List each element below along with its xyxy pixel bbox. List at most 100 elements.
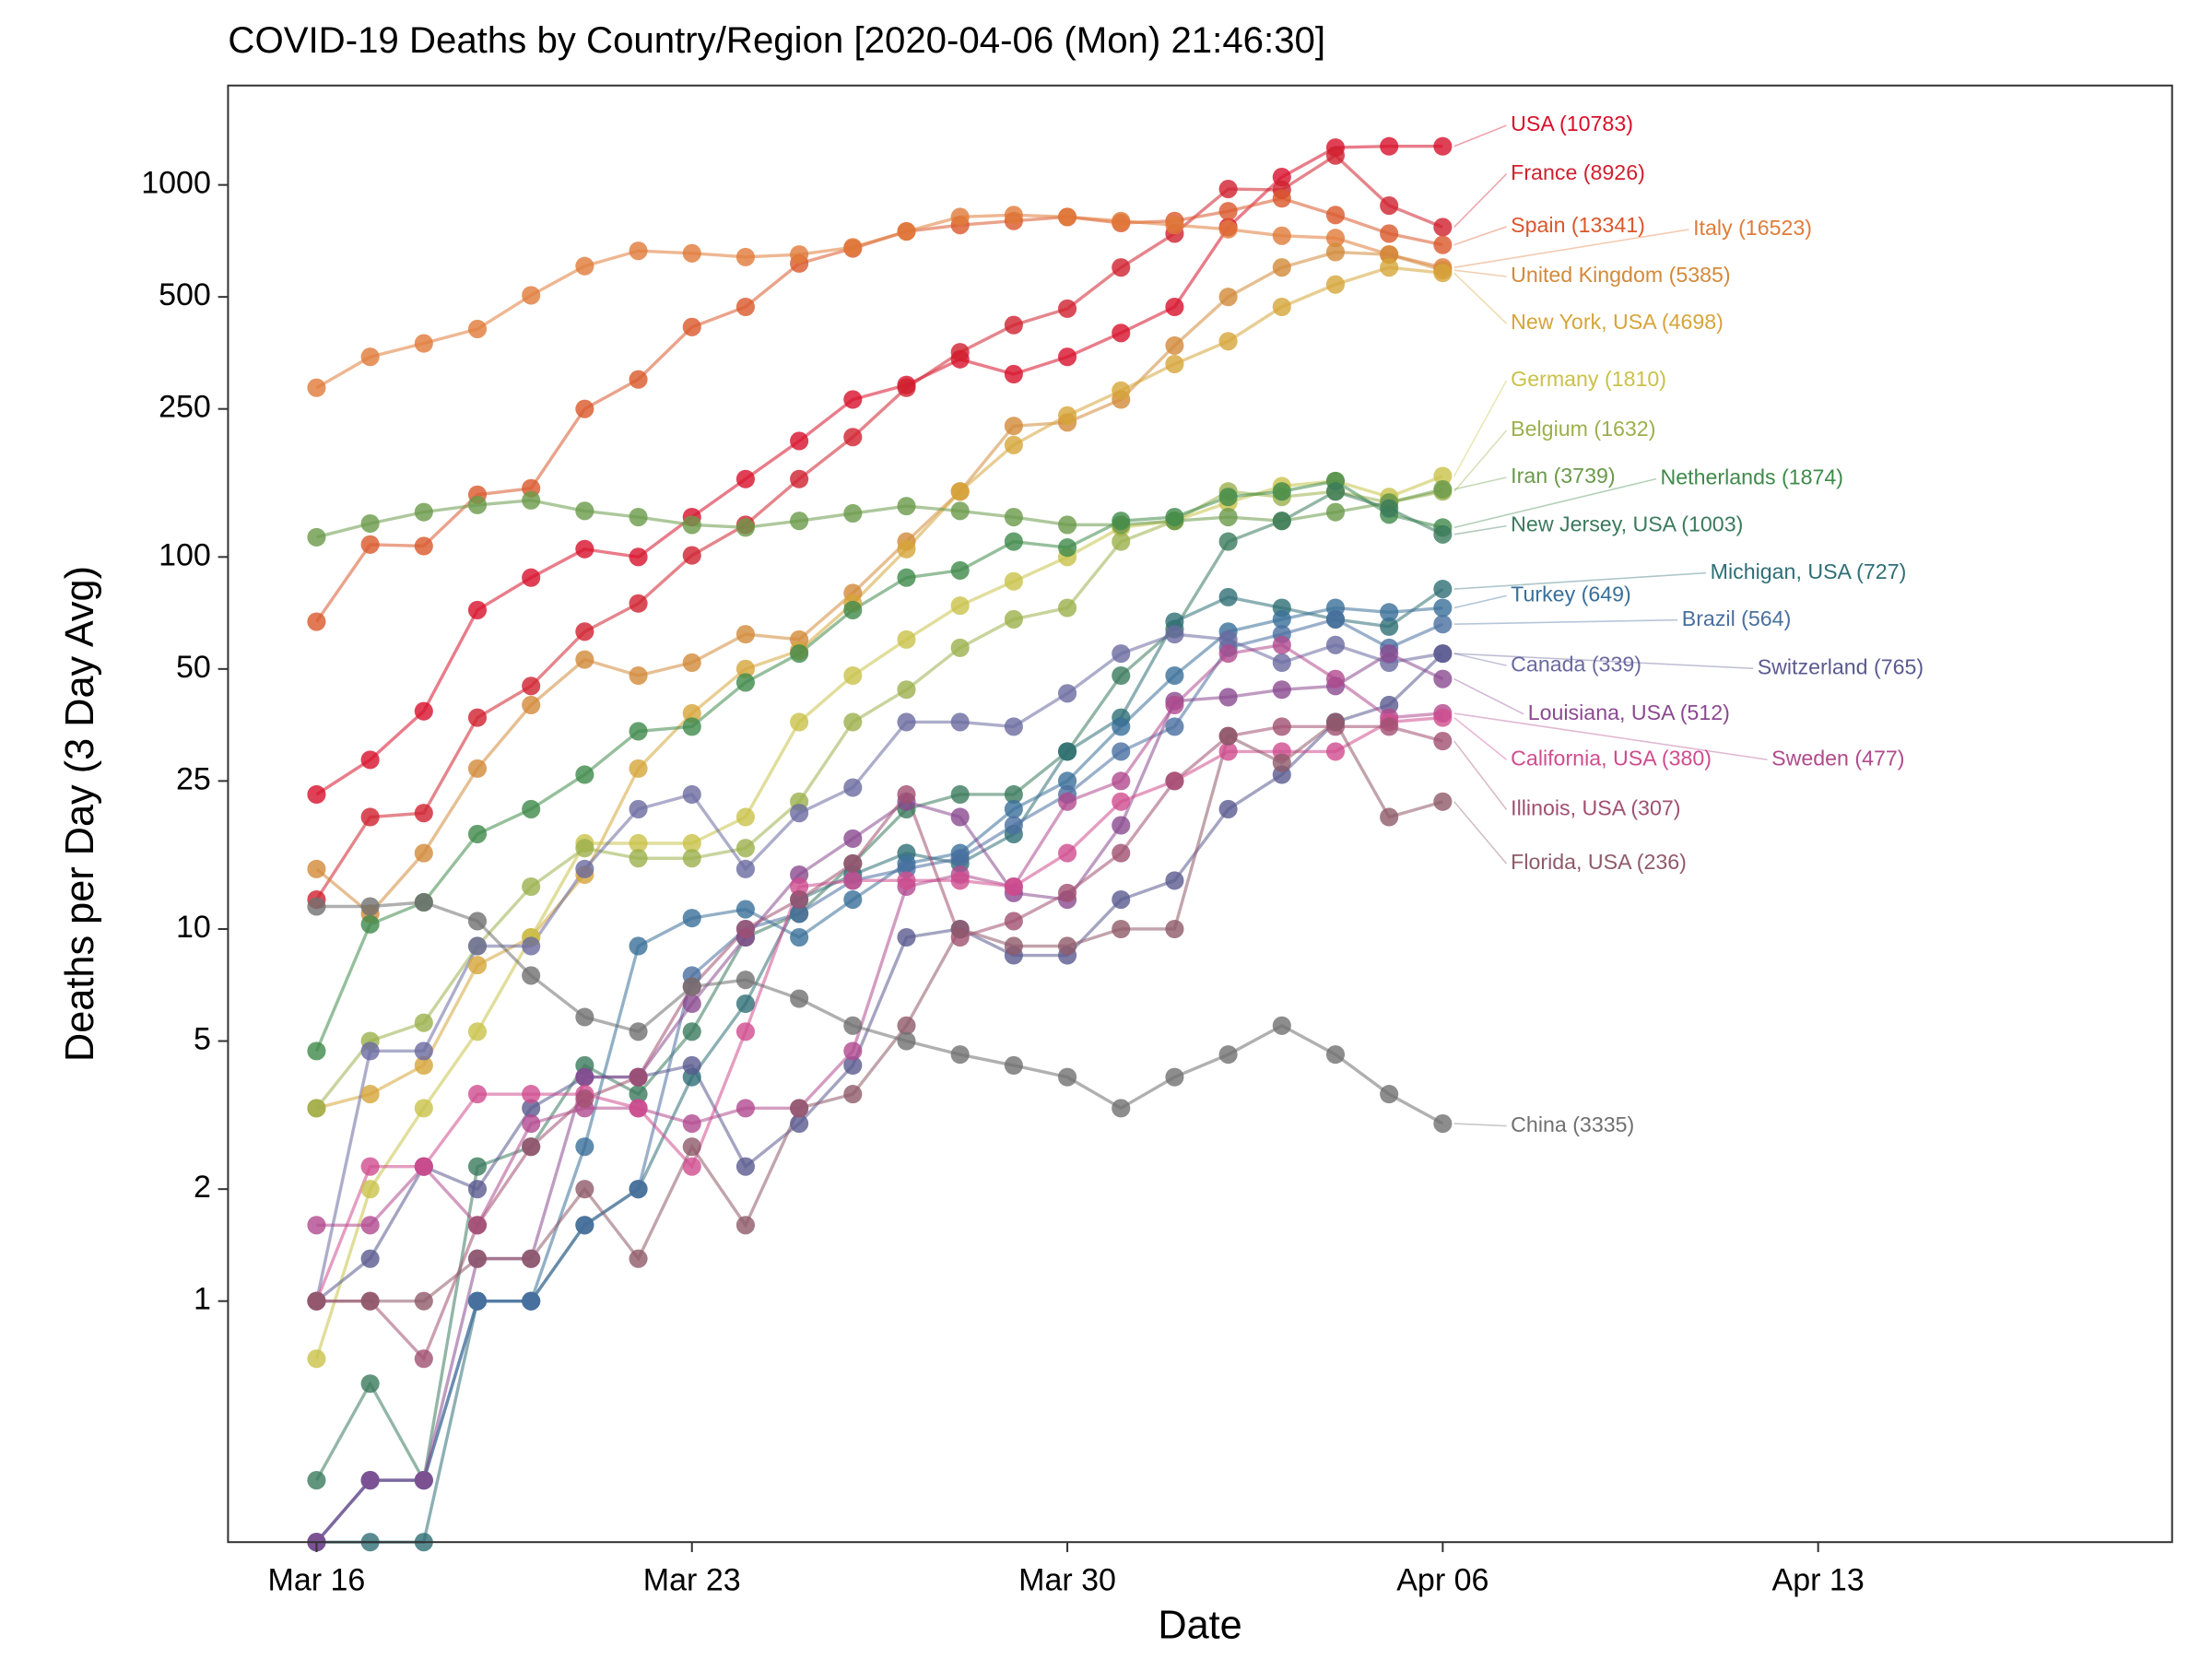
data-point (414, 536, 433, 556)
data-point (682, 784, 701, 805)
data-point (1325, 229, 1346, 248)
series-label: Canada (339) (1511, 652, 1641, 676)
data-point (629, 594, 648, 613)
data-point (735, 518, 755, 537)
data-point (1325, 242, 1346, 262)
data-point (843, 1055, 863, 1076)
data-point (735, 1216, 755, 1235)
y-tick-label: 25 (176, 761, 211, 796)
data-point (1325, 146, 1346, 165)
data-point (1057, 538, 1077, 558)
series-label: Louisiana, USA (512) (1528, 700, 1730, 724)
data-point (1325, 502, 1346, 522)
data-point (575, 399, 594, 418)
data-point (1433, 598, 1453, 618)
data-point (790, 877, 809, 897)
data-point (1057, 843, 1077, 863)
label-leader (1453, 653, 1754, 670)
data-point (682, 653, 701, 673)
data-point (1057, 406, 1077, 425)
data-point (360, 513, 380, 534)
label-leader (1453, 269, 1507, 277)
data-point (735, 1157, 755, 1176)
data-point (522, 1249, 541, 1268)
data-point (467, 936, 488, 956)
data-point (1433, 580, 1453, 599)
y-tick-label: 1 (194, 1282, 211, 1317)
data-point (1433, 644, 1453, 664)
series-line (315, 250, 1443, 916)
data-point (1218, 202, 1238, 221)
label-leader (1453, 677, 1524, 715)
data-point (307, 1216, 326, 1235)
y-axis-title: Deaths per Day (3 Day Avg) (58, 566, 102, 1062)
data-point (1433, 479, 1453, 499)
data-point (1165, 695, 1184, 715)
data-point (360, 1041, 380, 1061)
data-point (735, 900, 755, 919)
data-point (682, 1137, 701, 1157)
data-point (360, 1180, 380, 1199)
label-leader (1453, 173, 1508, 228)
data-point (1218, 742, 1238, 761)
data-point (790, 989, 809, 1008)
data-point (1272, 297, 1291, 317)
series-line (314, 479, 1443, 1052)
data-point (897, 539, 916, 559)
data-point (1004, 799, 1023, 818)
data-point (1057, 347, 1077, 367)
series-label: Switzerland (765) (1758, 654, 1924, 678)
data-point (522, 1291, 541, 1311)
data-point (1112, 1099, 1131, 1118)
data-point (1004, 435, 1023, 454)
data-point (843, 428, 863, 447)
data-point (522, 695, 541, 715)
label-leader (1453, 1123, 1507, 1127)
data-point (1165, 665, 1184, 686)
y-tick-label: 10 (176, 910, 211, 945)
data-point (1165, 919, 1184, 939)
data-point (1380, 1085, 1399, 1104)
data-point (575, 839, 594, 858)
y-tick-label: 100 (159, 537, 211, 572)
data-point (790, 512, 809, 531)
label-leader (1453, 571, 1707, 590)
data-point (1112, 665, 1131, 686)
data-point (414, 334, 433, 353)
data-point (629, 241, 648, 261)
data-point (950, 784, 970, 805)
data-point (1218, 219, 1238, 239)
data-point (682, 515, 701, 535)
data-point (1004, 912, 1023, 931)
data-point (1112, 512, 1131, 531)
label-leader (1453, 740, 1508, 810)
data-point (1004, 507, 1023, 527)
data-point (360, 1374, 380, 1394)
data-point (1057, 207, 1077, 227)
data-point (629, 936, 648, 956)
data-point (1165, 771, 1184, 791)
series-label: Brazil (564) (1682, 606, 1792, 630)
data-point (1218, 180, 1238, 199)
data-point (307, 378, 326, 397)
data-point (467, 912, 488, 931)
x-tick-label: Apr 13 (1772, 1562, 1865, 1597)
data-point (735, 839, 755, 858)
data-point (1218, 488, 1238, 507)
series-line (314, 715, 1443, 1302)
series-label: Florida, USA (236) (1511, 850, 1687, 874)
data-point (414, 1157, 433, 1176)
data-point (1004, 206, 1023, 225)
x-axis-title: Date (1158, 1603, 1241, 1647)
data-point (467, 600, 488, 619)
data-point (522, 966, 541, 985)
data-point (575, 1137, 594, 1157)
data-point (467, 1291, 488, 1311)
data-point (1380, 717, 1399, 736)
data-point (843, 600, 863, 619)
data-point (522, 286, 541, 305)
series-line (315, 652, 1444, 1303)
data-point (1165, 216, 1184, 235)
data-point (360, 1157, 380, 1176)
